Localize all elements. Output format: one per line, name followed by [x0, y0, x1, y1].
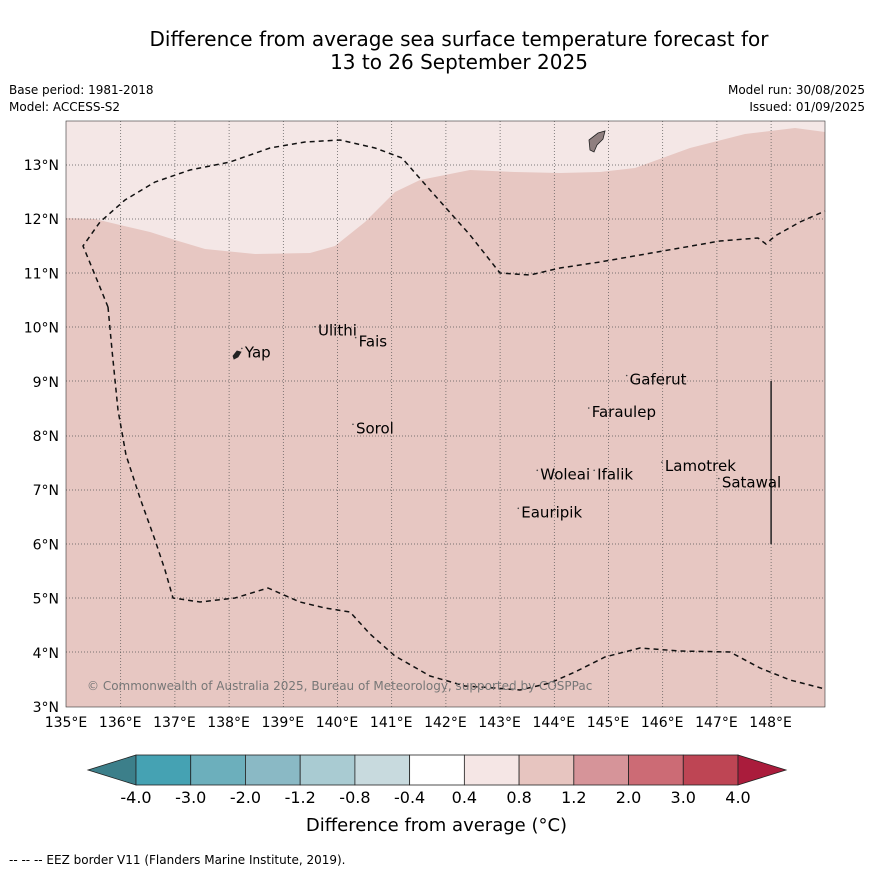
colorbar-segment: [354, 754, 411, 786]
y-tick-label: 7°N: [33, 483, 59, 499]
place-label: Sorol: [356, 419, 394, 437]
island-marker: [587, 407, 590, 409]
colorbar-extend-high: [737, 754, 788, 786]
y-tick-label: 11°N: [24, 266, 59, 282]
place-label: Faraulep: [592, 403, 656, 421]
colorbar-segment: [135, 754, 192, 786]
place-label: Fais: [359, 333, 388, 351]
island-marker: [661, 461, 663, 464]
title-line-2: 13 to 26 September 2025: [330, 50, 588, 74]
colorbar-segment: [299, 754, 356, 786]
colorbar: [86, 754, 788, 786]
x-tick-label: 148°E: [749, 715, 792, 731]
colorbar-tick-label: 4.0: [725, 788, 751, 807]
colorbar-segment: [190, 754, 246, 786]
guam-island: [588, 130, 606, 153]
place-label: Gaferut: [630, 371, 687, 389]
base-info: Base period: 1981-2018 Model: ACCESS-S2: [9, 82, 154, 116]
y-tick-label: 5°N: [33, 592, 59, 608]
y-tick-label: 4°N: [33, 646, 59, 662]
place-label: Eauripik: [521, 503, 582, 521]
island-marker: [625, 374, 628, 377]
colorbar-tick-label: -3.0: [175, 788, 207, 807]
axis-labels: 135°E 136°E 137°E 138°E 139°E 140°E 141°E 142°E…: [24, 158, 792, 731]
anomaly-field-0.4-0.8: [66, 121, 825, 254]
place-label: Ifalik: [597, 465, 633, 483]
colorbar-segment: [518, 754, 575, 786]
colorbar-tick-label: -0.4: [394, 788, 426, 807]
colorbar-segment: [245, 754, 301, 786]
base-period: Base period: 1981-2018: [9, 83, 154, 97]
x-tick-label: 147°E: [695, 715, 738, 731]
island-marker: [517, 507, 520, 510]
island-marker: [241, 347, 243, 350]
colorbar-tick-label: 0.4: [451, 788, 478, 807]
x-tick-label: 140°E: [316, 715, 359, 731]
x-tick-label: 144°E: [533, 715, 576, 731]
place-label: Ulithi: [318, 322, 357, 340]
model-run: Model run: 30/08/2025: [727, 83, 865, 97]
y-tick-label: 9°N: [33, 375, 59, 391]
issued-date: Issued: 01/09/2025: [749, 100, 865, 114]
y-tick-label: 8°N: [33, 429, 59, 445]
island-marker: [314, 325, 316, 328]
place-label: Yap: [244, 343, 271, 361]
colorbar-tick-label: -0.8: [339, 788, 371, 807]
map-frame: [65, 120, 826, 708]
colorbar-tick-label: 1.2: [561, 788, 587, 807]
model-name: Model: ACCESS-S2: [9, 100, 121, 114]
x-tick-label: 139°E: [262, 715, 305, 731]
y-tick-label: 13°N: [24, 158, 59, 174]
colorbar-tick-label: 0.8: [506, 788, 532, 807]
colorbar-title: Difference from average (°C): [305, 815, 568, 836]
map-title: Difference from average sea surface temp…: [0, 28, 873, 74]
x-tick-label: 136°E: [99, 715, 142, 731]
colorbar-segment: [463, 754, 520, 786]
x-tick-label: 137°E: [153, 715, 196, 731]
island-marker: [352, 423, 354, 426]
y-tick-label: 3°N: [33, 700, 59, 716]
colorbar-segment: [573, 754, 629, 786]
place-label: Woleai: [540, 465, 590, 483]
colorbar-segment: [409, 754, 465, 786]
x-tick-label: 138°E: [207, 715, 250, 731]
place-label: Lamotrek: [665, 457, 736, 475]
x-tick-label: 141°E: [370, 715, 413, 731]
x-tick-label: 146°E: [641, 715, 684, 731]
island-marker: [536, 469, 539, 472]
copyright-note: © Commonwealth of Australia 2025, Bureau…: [87, 679, 592, 693]
x-tick-label: 135°E: [45, 715, 88, 731]
eez-border-line-north: [82, 139, 826, 308]
yap-island: [232, 350, 242, 360]
colorbar-segment: [682, 754, 739, 786]
island-marker: [718, 477, 720, 480]
y-tick-label: 12°N: [24, 212, 59, 228]
colorbar-tick-label: -2.0: [229, 788, 262, 807]
colorbar-tick-label: -1.2: [284, 788, 316, 807]
eez-legend-footnote: -- -- -- EEZ border V11 (Flanders Marine…: [9, 853, 346, 867]
island-marker: [593, 469, 595, 472]
y-tick-label: 6°N: [33, 537, 59, 553]
colorbar-tick-label: 3.0: [670, 788, 696, 807]
y-tick-label: 10°N: [24, 321, 59, 337]
colorbar-tick-label: -4.0: [120, 788, 152, 807]
grid-lines: [66, 121, 825, 707]
x-tick-label: 145°E: [587, 715, 630, 731]
colorbar-tick-label: 2.0: [615, 788, 642, 807]
island-marker: [354, 336, 357, 339]
run-info: Model run: 30/08/2025 Issued: 01/09/2025: [728, 82, 865, 116]
colorbar-extend-low: [86, 754, 137, 786]
x-tick-label: 143°E: [478, 715, 521, 731]
place-label: Satawal: [722, 473, 781, 491]
colorbar-segment: [628, 754, 684, 786]
title-line-1: Difference from average sea surface temp…: [149, 27, 769, 51]
x-tick-label: 142°E: [424, 715, 467, 731]
